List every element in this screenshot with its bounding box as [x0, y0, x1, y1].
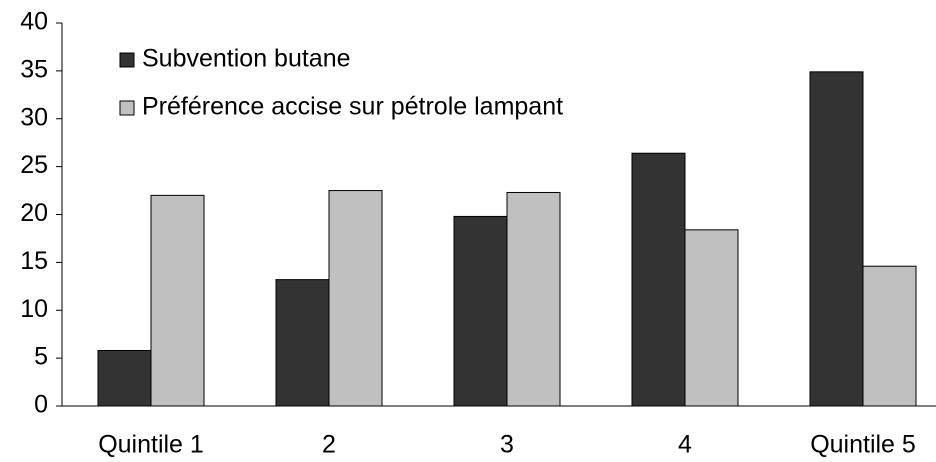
y-tick-label: 25	[20, 151, 48, 179]
x-tick-label: 2	[322, 431, 336, 459]
x-tick-label: Quintile 5	[810, 431, 916, 459]
x-tick-label: 4	[678, 431, 692, 459]
legend-label: Préférence accise sur pétrole lampant	[142, 93, 563, 121]
legend-swatch	[119, 100, 135, 116]
y-tick-label: 0	[34, 391, 48, 419]
y-tick-label: 30	[20, 103, 48, 131]
bar	[631, 152, 686, 407]
bar	[328, 190, 383, 407]
y-tick-label: 35	[20, 55, 48, 83]
legend-label: Subvention butane	[142, 45, 351, 73]
bar	[97, 349, 152, 407]
x-tick-label: 3	[500, 431, 514, 459]
bar	[150, 194, 205, 407]
legend-swatch	[119, 52, 135, 68]
bar	[275, 279, 330, 407]
bar	[453, 215, 508, 407]
y-tick-label: 5	[34, 343, 48, 371]
y-tick-label: 10	[20, 295, 48, 323]
y-tick-label: 20	[20, 199, 48, 227]
y-tick-label: 40	[20, 8, 48, 36]
bar	[862, 265, 917, 407]
bar	[506, 191, 561, 407]
bar	[809, 71, 864, 407]
bar	[684, 229, 739, 407]
y-tick-label: 15	[20, 247, 48, 275]
x-tick-label: Quintile 1	[98, 431, 204, 459]
